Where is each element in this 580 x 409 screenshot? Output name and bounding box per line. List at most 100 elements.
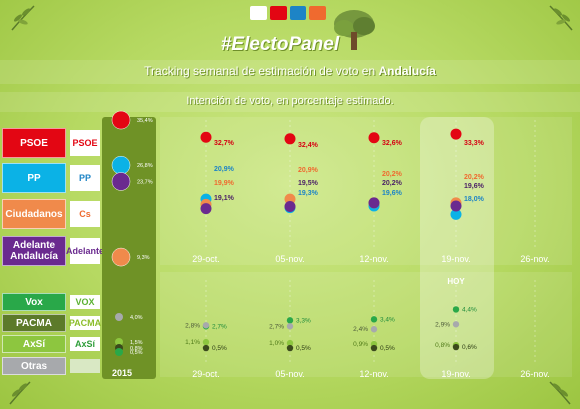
data-label: 1,1% — [185, 339, 200, 346]
title-band — [0, 60, 580, 84]
party-logo-icon: PP — [70, 165, 100, 191]
baseline-point — [115, 338, 123, 346]
x-tick-label: 05-nov. — [275, 254, 304, 264]
baseline-value-label: 23,7% — [137, 179, 153, 185]
data-point — [202, 344, 210, 352]
data-label: 19,3% — [298, 190, 319, 197]
data-point — [452, 321, 460, 328]
x-tick-label: 19-nov. — [441, 369, 470, 379]
party-label-ciudadanos: Ciudadanos — [2, 199, 66, 229]
party-label-adelanteandaluca: Adelante Andalucía — [2, 236, 66, 266]
party-logo-icon: PSOE — [70, 130, 100, 156]
data-label: 2,4% — [353, 326, 368, 333]
today-column-highlight — [420, 117, 494, 379]
party-label-psoe: PSOE — [2, 128, 66, 158]
baseline-column-panel — [102, 117, 156, 379]
olive-branch-right-icon — [546, 2, 576, 32]
baseline-value-label: 0,8% — [130, 346, 143, 352]
data-label: 19,5% — [298, 180, 319, 187]
data-label: 19,1% — [214, 195, 235, 202]
data-label: 20,2% — [464, 174, 485, 181]
data-point — [200, 203, 212, 215]
party-logo-icon: VOX — [70, 295, 100, 309]
data-point — [284, 133, 296, 145]
data-label: 1,0% — [269, 340, 284, 347]
data-point — [286, 344, 294, 352]
data-label: 32,4% — [298, 142, 319, 149]
olive-branch-left-icon — [8, 2, 38, 32]
data-label: 19,6% — [464, 183, 485, 190]
baseline-value-label: 9,3% — [137, 255, 150, 261]
party-logo-icon — [250, 6, 267, 20]
data-label: 0,6% — [462, 344, 477, 351]
party-logo-icon: Adelante — [66, 238, 104, 264]
data-point — [286, 339, 294, 347]
data-point — [452, 343, 460, 351]
chart-title-text: Tracking semanal de estimación de voto e… — [144, 64, 379, 78]
logo-strip — [250, 6, 326, 20]
party-logo-icon: Cs — [70, 201, 100, 227]
chart-subtitle: Intención de voto, en porcentaje estimad… — [186, 95, 394, 107]
data-point — [450, 128, 462, 140]
data-label: 4,4% — [462, 306, 477, 313]
baseline-point — [111, 247, 131, 267]
data-label: 33,3% — [464, 140, 485, 147]
data-label: 2,8% — [185, 322, 200, 329]
x-tick-label: 05-nov. — [275, 369, 304, 379]
baseline-value-label: 0,5% — [130, 350, 143, 356]
olive-branch-bottom-right-icon — [546, 378, 574, 406]
party-logo-icon: AxSí — [70, 337, 100, 351]
baseline-value-label: 4,0% — [130, 315, 143, 321]
data-point — [202, 338, 210, 346]
data-label: 0,8% — [435, 342, 450, 349]
data-label: 20,2% — [382, 171, 403, 178]
data-label: 32,6% — [382, 140, 403, 147]
party-logo-icon: PACMA — [68, 316, 102, 330]
baseline-value-label: 1,5% — [130, 340, 143, 346]
data-label: 0,5% — [380, 345, 395, 352]
data-label: 32,7% — [214, 140, 235, 147]
data-point — [370, 326, 378, 333]
data-label: 19,6% — [382, 190, 403, 197]
data-point — [450, 200, 462, 212]
data-label: 2,7% — [269, 323, 284, 330]
baseline-point — [115, 313, 123, 321]
chart-title: Tracking semanal de estimación de voto e… — [0, 64, 580, 78]
baseline-value-label: 26,8% — [137, 163, 153, 169]
data-point — [286, 317, 294, 324]
data-label: 3,3% — [296, 317, 311, 324]
data-label: 18,0% — [464, 196, 485, 203]
hashtag-title: #ElectoPanel — [220, 34, 340, 55]
x-tick-label: 29-oct. — [192, 369, 220, 379]
data-label: 0,5% — [212, 345, 227, 352]
x-tick-label: 19-nov. — [441, 254, 470, 264]
data-label: 0,5% — [296, 345, 311, 352]
party-logo-icon — [269, 6, 287, 20]
data-label: 2,7% — [212, 323, 227, 330]
x-tick-label: 12-nov. — [359, 254, 388, 264]
data-point — [450, 208, 462, 220]
party-logo-icon — [289, 6, 307, 20]
baseline-point — [115, 348, 123, 356]
party-label-pp: PP — [2, 163, 66, 193]
x-tick-label: 29-oct. — [192, 254, 220, 264]
baseline-year-label: 2015 — [112, 368, 132, 378]
x-tick-label: 12-nov. — [359, 369, 388, 379]
party-logo-icon — [70, 359, 100, 373]
data-point — [368, 132, 380, 144]
data-point — [202, 322, 210, 329]
data-label: 2,9% — [435, 321, 450, 328]
x-tick-label: 26-nov. — [520, 369, 549, 379]
baseline-point — [111, 110, 131, 130]
tree-icon — [330, 8, 378, 52]
x-tick-label: 26-nov. — [520, 254, 549, 264]
data-point — [370, 316, 378, 323]
minor-plot-panel — [160, 272, 572, 377]
baseline-value-label: 35,4% — [137, 118, 153, 124]
data-point — [370, 344, 378, 352]
data-point — [368, 197, 380, 209]
party-label-otras: Otras — [2, 357, 66, 375]
baseline-point — [111, 155, 131, 175]
main-plot-panel — [160, 117, 572, 265]
data-label: 0,9% — [353, 341, 368, 348]
